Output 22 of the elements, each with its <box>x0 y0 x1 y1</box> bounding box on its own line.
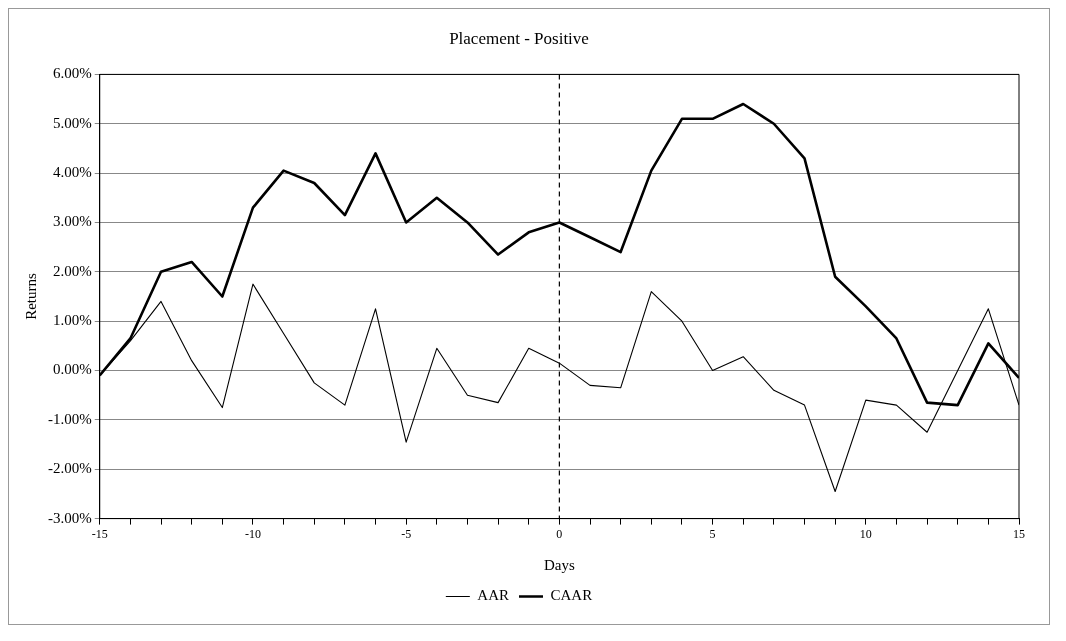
x-tick-label: 0 <box>556 526 563 541</box>
y-tick-label: 3.00% <box>52 213 92 230</box>
x-tick-label: 15 <box>1013 526 1025 541</box>
y-tick-label: -1.00% <box>47 410 92 427</box>
x-tick-label: -10 <box>244 526 261 541</box>
y-tick-label: 0.00% <box>52 361 92 378</box>
y-tick-label: -2.00% <box>47 460 92 477</box>
x-tick-label: -15 <box>91 526 108 541</box>
y-tick-label: -3.00% <box>47 509 92 526</box>
y-tick-label: 4.00% <box>52 164 92 181</box>
x-tick-label: 10 <box>859 526 872 541</box>
legend-label: CAAR <box>550 587 593 604</box>
legend-label: AAR <box>477 587 509 604</box>
y-axis-title: Returns <box>22 273 39 320</box>
y-tick-label: 6.00% <box>52 65 92 82</box>
x-tick-label: -5 <box>401 526 412 541</box>
y-tick-label: 2.00% <box>52 262 92 279</box>
y-tick-label: 5.00% <box>52 114 92 131</box>
x-axis-title: Days <box>543 556 575 573</box>
x-tick-label: 5 <box>709 526 716 541</box>
chart-title: Placement - Positive <box>449 28 589 48</box>
y-tick-label: 1.00% <box>52 312 92 329</box>
